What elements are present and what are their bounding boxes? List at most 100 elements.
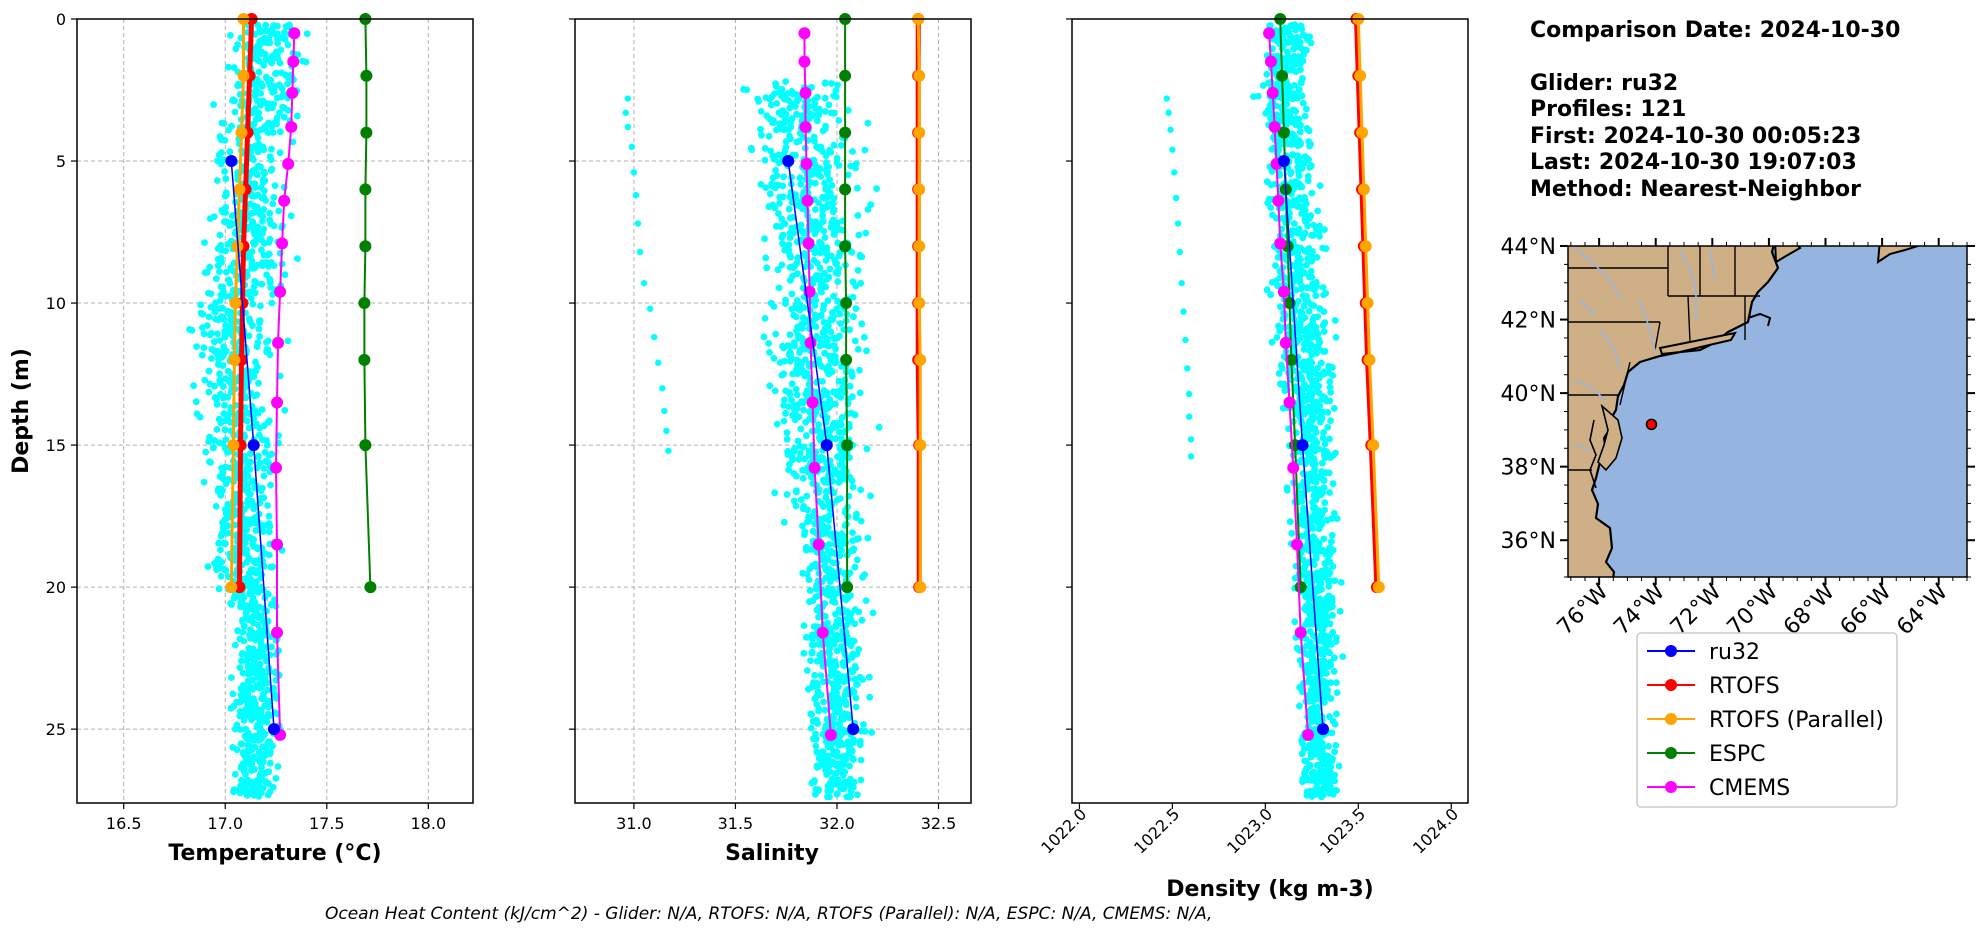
scatter-point	[806, 565, 814, 573]
y-tick-label: 25	[46, 720, 66, 739]
first-time: First: 2024-10-30 00:05:23	[1530, 124, 1861, 149]
series-point-cmems	[1266, 86, 1279, 99]
series-point-ru32	[267, 723, 280, 736]
scatter-point	[1317, 418, 1324, 426]
scatter-point	[829, 591, 837, 599]
scatter-point	[265, 528, 273, 536]
scatter-point	[1309, 697, 1317, 705]
scatter-point	[244, 677, 252, 685]
series-point-rtofs_parallel	[1357, 183, 1370, 196]
series-point-rtofs_parallel	[225, 581, 238, 594]
scatter-point	[1302, 606, 1310, 614]
series-point-cmems	[282, 157, 295, 170]
scatter-point	[807, 657, 814, 664]
scatter-point	[827, 367, 835, 375]
scatter-point	[261, 50, 269, 58]
scatter-point	[786, 104, 794, 112]
scatter-point	[278, 69, 285, 77]
scatter-point	[778, 261, 786, 269]
scatter-point	[265, 512, 273, 520]
method: Method: Nearest-Neighbor	[1530, 177, 1861, 202]
scatter-point	[227, 600, 235, 607]
scatter-point	[829, 586, 836, 594]
series-point-ru32	[782, 155, 795, 168]
scatter-point	[246, 665, 254, 672]
scatter-point	[833, 790, 841, 798]
scatter-point	[782, 409, 789, 417]
series-point-cmems	[1277, 285, 1290, 298]
scatter-point	[1306, 253, 1314, 261]
scatter-point	[253, 583, 260, 591]
scatter-point	[795, 455, 803, 463]
scatter-point	[229, 96, 237, 104]
scatter-point	[810, 778, 818, 786]
scatter-point	[826, 265, 834, 273]
scatter-point	[238, 657, 245, 665]
scatter-point	[201, 376, 209, 384]
scatter-point	[803, 369, 811, 377]
scatter-point	[864, 119, 872, 127]
scatter-point	[1299, 75, 1306, 83]
scatter-point	[201, 269, 209, 276]
scatter-point	[260, 61, 268, 69]
glider-scatter	[1163, 21, 1347, 801]
scatter-point	[853, 681, 860, 688]
scatter-point	[205, 367, 213, 375]
scatter-point	[799, 505, 807, 513]
lon-tick-label: 66°W	[1836, 579, 1897, 640]
scatter-point	[773, 126, 780, 134]
scatter-point	[253, 129, 260, 137]
scatter-point	[659, 385, 666, 392]
scatter-point	[1297, 141, 1304, 149]
scatter-point	[210, 101, 218, 108]
scatter-point	[1299, 31, 1307, 39]
series-point-cmems	[276, 237, 289, 250]
scatter-point	[1306, 33, 1313, 41]
scatter-point	[765, 340, 772, 347]
scatter-point	[264, 502, 271, 509]
axes-frame	[76, 18, 474, 804]
scatter-point	[1308, 396, 1316, 404]
scatter-point	[811, 671, 818, 679]
scatter-point	[833, 496, 841, 504]
scatter-point	[814, 93, 821, 101]
scatter-point	[772, 80, 779, 87]
scatter-point	[218, 353, 226, 361]
scatter-point	[818, 340, 826, 348]
scatter-point	[1305, 127, 1313, 135]
series-point-ru32	[1316, 723, 1329, 736]
lon-tick-label: 76°W	[1553, 579, 1614, 640]
scatter-point	[825, 101, 833, 109]
scatter-point	[867, 201, 875, 209]
scatter-point	[772, 167, 779, 174]
scatter-point	[200, 330, 208, 338]
scatter-point	[1312, 292, 1320, 300]
scatter-point	[1321, 348, 1329, 355]
scatter-point	[1317, 359, 1325, 367]
scatter-point	[1320, 308, 1328, 315]
scatter-point	[857, 517, 865, 525]
scatter-point	[1326, 378, 1334, 386]
scatter-point	[820, 698, 827, 706]
scatter-point	[219, 394, 227, 402]
scatter-point	[850, 738, 858, 746]
scatter-point	[1325, 742, 1332, 750]
x-tick-label: 16.5	[106, 814, 142, 833]
scatter-point	[265, 238, 273, 246]
scatter-point	[225, 276, 233, 284]
scatter-point	[843, 741, 850, 748]
scatter-point	[1267, 181, 1275, 189]
scatter-point	[1316, 346, 1323, 354]
scatter-point	[208, 355, 215, 362]
density-panel: 1022.0 1022.5 1023.0 1023.5 1024.0 Density (k…	[1037, 13, 1469, 902]
scatter-point	[259, 262, 266, 270]
scatter-point	[257, 80, 265, 87]
scatter-point	[831, 359, 839, 367]
scatter-point	[1307, 603, 1314, 610]
scatter-point	[215, 439, 223, 447]
scatter-point	[1331, 771, 1339, 779]
scatter-point	[1296, 128, 1304, 136]
scatter-point	[233, 746, 241, 754]
scatter-point	[218, 558, 226, 566]
scatter-point	[1309, 512, 1317, 520]
